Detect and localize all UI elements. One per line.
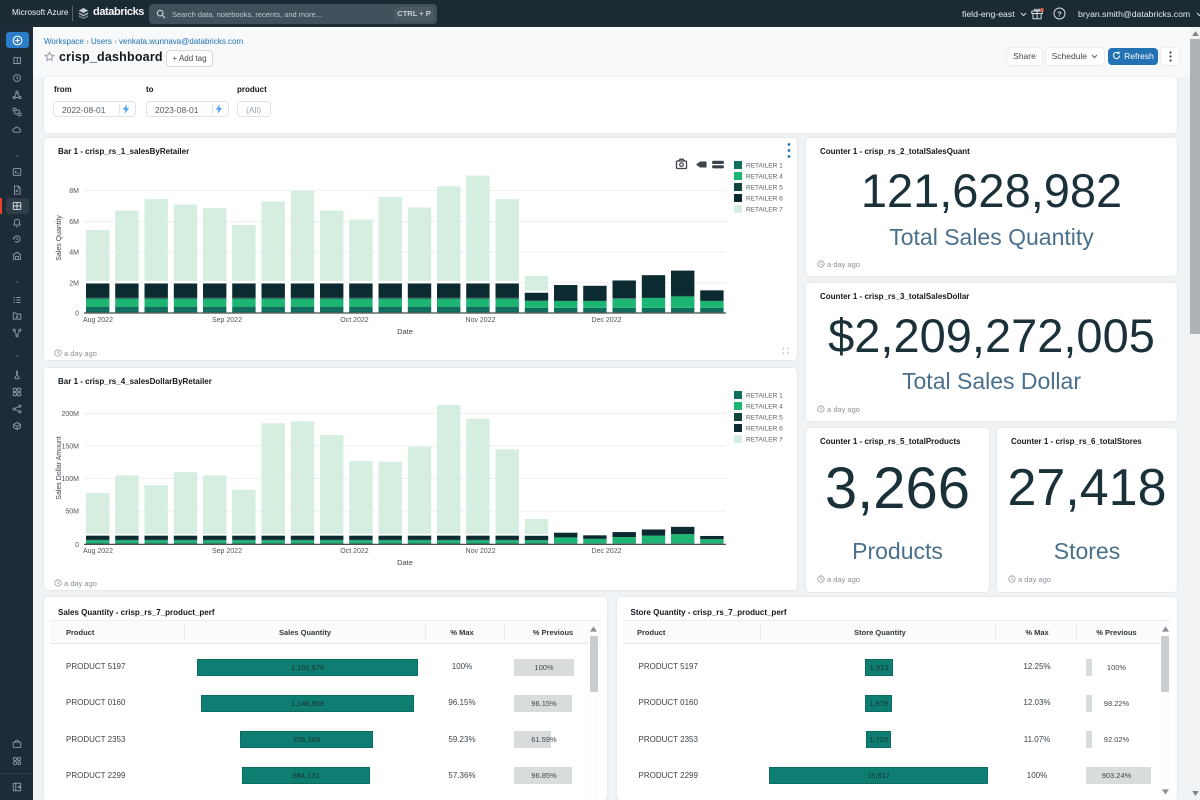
svg-text:?: ? [1057,9,1062,18]
svg-text:RETAILER 4: RETAILER 4 [746,404,783,411]
svg-text:Sep 2022: Sep 2022 [212,317,242,324]
svg-text:50M: 50M [65,509,79,516]
svg-text:Oct 2022: Oct 2022 [340,548,369,555]
svg-text:Sep 2022: Sep 2022 [212,548,242,555]
svg-text:Date: Date [397,558,413,567]
svg-text:Aug 2022: Aug 2022 [83,317,113,324]
svg-text:RETAILER 1: RETAILER 1 [746,393,783,400]
svg-text:Sales Quantity: Sales Quantity [56,215,63,261]
svg-text:200M: 200M [61,411,79,418]
svg-text:4M: 4M [69,250,79,257]
svg-text:RETAILER 7: RETAILER 7 [746,437,783,444]
svg-text:Date: Date [397,327,413,336]
svg-text:0: 0 [75,542,79,549]
svg-text:RETAILER 1: RETAILER 1 [746,163,783,170]
svg-text:RETAILER 5: RETAILER 5 [746,185,783,192]
svg-text:Aug 2022: Aug 2022 [83,548,113,555]
svg-text:Nov 2022: Nov 2022 [466,548,496,555]
svg-text:Dec 2022: Dec 2022 [592,317,622,324]
svg-text:2M: 2M [69,280,79,287]
svg-text:RETAILER 5: RETAILER 5 [746,415,783,422]
svg-text:6M: 6M [69,219,79,226]
svg-text:100M: 100M [61,476,79,483]
svg-text:RETAILER 6: RETAILER 6 [746,426,783,433]
svg-text:0: 0 [75,310,79,317]
svg-text:8M: 8M [69,188,79,195]
svg-text:Oct 2022: Oct 2022 [340,317,369,324]
svg-text:Nov 2022: Nov 2022 [466,317,496,324]
svg-text:Sales Dollar Amount: Sales Dollar Amount [56,436,63,499]
svg-text:Dec 2022: Dec 2022 [592,548,622,555]
svg-text:RETAILER 7: RETAILER 7 [746,207,783,214]
svg-text:RETAILER 6: RETAILER 6 [746,196,783,203]
svg-text:150M: 150M [61,444,79,451]
svg-text:RETAILER 4: RETAILER 4 [746,174,783,181]
